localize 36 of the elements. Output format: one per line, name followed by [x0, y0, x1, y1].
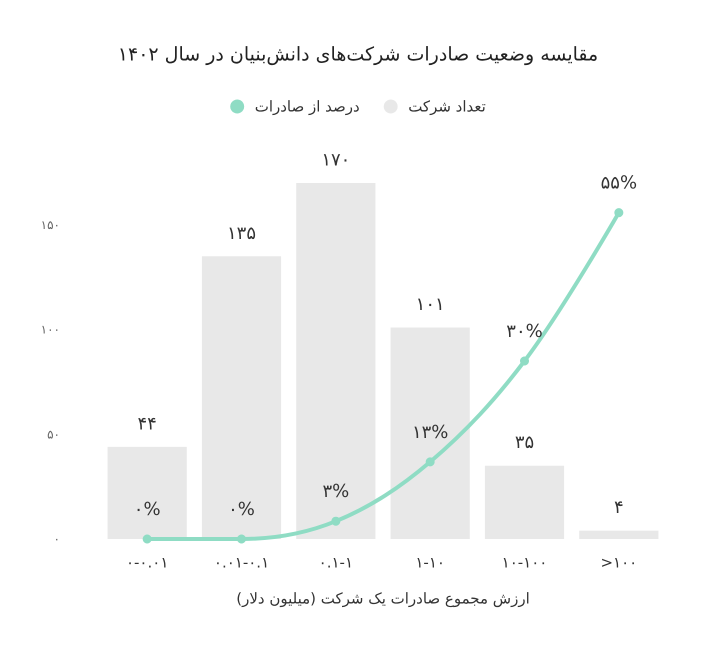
data-label: ۱۳% [412, 422, 448, 443]
x-tick-label: ۱-۱۰ [415, 554, 445, 572]
point [520, 356, 529, 366]
legend-label: تعداد شرکت [408, 98, 486, 116]
data-label: ۳۰% [506, 321, 543, 342]
y-tick-label: ۱۵۰ [40, 218, 60, 232]
point [426, 457, 435, 466]
data-label: ۱۷۰ [321, 150, 350, 170]
bar [296, 183, 376, 539]
y-tick-label: ۰ [54, 532, 60, 546]
data-label: ۰% [134, 499, 161, 520]
data-label: ۱۳۵ [226, 222, 256, 244]
x-axis-title: ارزش مجموع صادرات یک شرکت (میلیون دلار) [236, 590, 530, 608]
x-tick-label: ۱۰-۱۰۰ [502, 554, 548, 572]
point [142, 534, 152, 544]
data-label: ۴ [614, 497, 624, 518]
data-label: ۰% [228, 499, 255, 520]
bar [390, 327, 470, 539]
y-tick-label: ۵۰ [47, 427, 60, 442]
y-tick-label: ۱۰۰ [40, 322, 60, 337]
bar [108, 446, 187, 539]
point [331, 516, 340, 526]
point [614, 208, 624, 218]
data-label: ۳% [322, 481, 350, 502]
x-tick-label: >۱۰۰ [600, 554, 638, 572]
data-label: ۵۵% [600, 172, 638, 194]
data-label: ۱۰۱ [416, 294, 445, 315]
bar [202, 256, 282, 539]
chart-title: مقایسه وضعیت صادرات شرکت‌های دانش‌بنیان در سال ۱۴۰۲ [118, 44, 598, 66]
x-tick-label: ۰.۰۱-۰.۱ [214, 554, 270, 572]
x-tick-label: ۰-۰.۰۱ [126, 554, 168, 572]
legend-label: درصد از صادرات [254, 98, 360, 116]
x-tick-label: ۰.۱-۱ [318, 554, 354, 572]
data-label: ۳۵ [514, 432, 534, 454]
point [237, 534, 246, 544]
data-label: ۴۴ [137, 413, 157, 434]
